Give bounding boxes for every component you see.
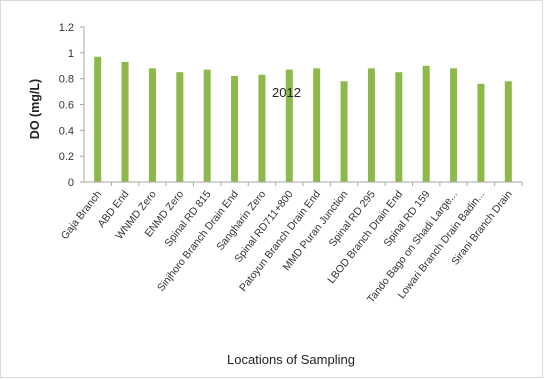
bar — [422, 65, 430, 182]
bar — [148, 68, 156, 182]
bar — [313, 68, 321, 182]
bars — [94, 56, 512, 183]
x-tick-label: Gaja Branch — [59, 188, 104, 242]
bar — [94, 56, 102, 183]
y-tick-label: 1.2 — [59, 22, 74, 34]
bar — [258, 74, 266, 182]
bar — [121, 61, 129, 182]
y-tick-label: 0.2 — [59, 151, 74, 163]
bar — [367, 68, 375, 182]
bar — [176, 72, 184, 182]
x-axis-title: Locations of Sampling — [227, 352, 355, 367]
bar — [395, 72, 403, 182]
y-axis-ticks: 0 0.2 0.4 0.6 0.8 1 1.2 — [59, 22, 84, 189]
y-tick-label: 0.4 — [59, 125, 74, 137]
y-tick-label: 0 — [68, 177, 74, 189]
y-tick-label: 1 — [68, 48, 74, 60]
y-tick-label: 0.8 — [59, 74, 74, 86]
bar — [477, 83, 485, 182]
bar — [504, 81, 512, 182]
bar — [231, 76, 239, 182]
y-tick-label: 0.6 — [59, 100, 74, 112]
bar — [203, 69, 211, 182]
annotation-year: 2012 — [272, 85, 301, 100]
y-axis-title: DO (mg/L) — [28, 79, 42, 139]
bar — [340, 81, 348, 182]
bar — [450, 68, 458, 182]
bar — [285, 69, 293, 182]
